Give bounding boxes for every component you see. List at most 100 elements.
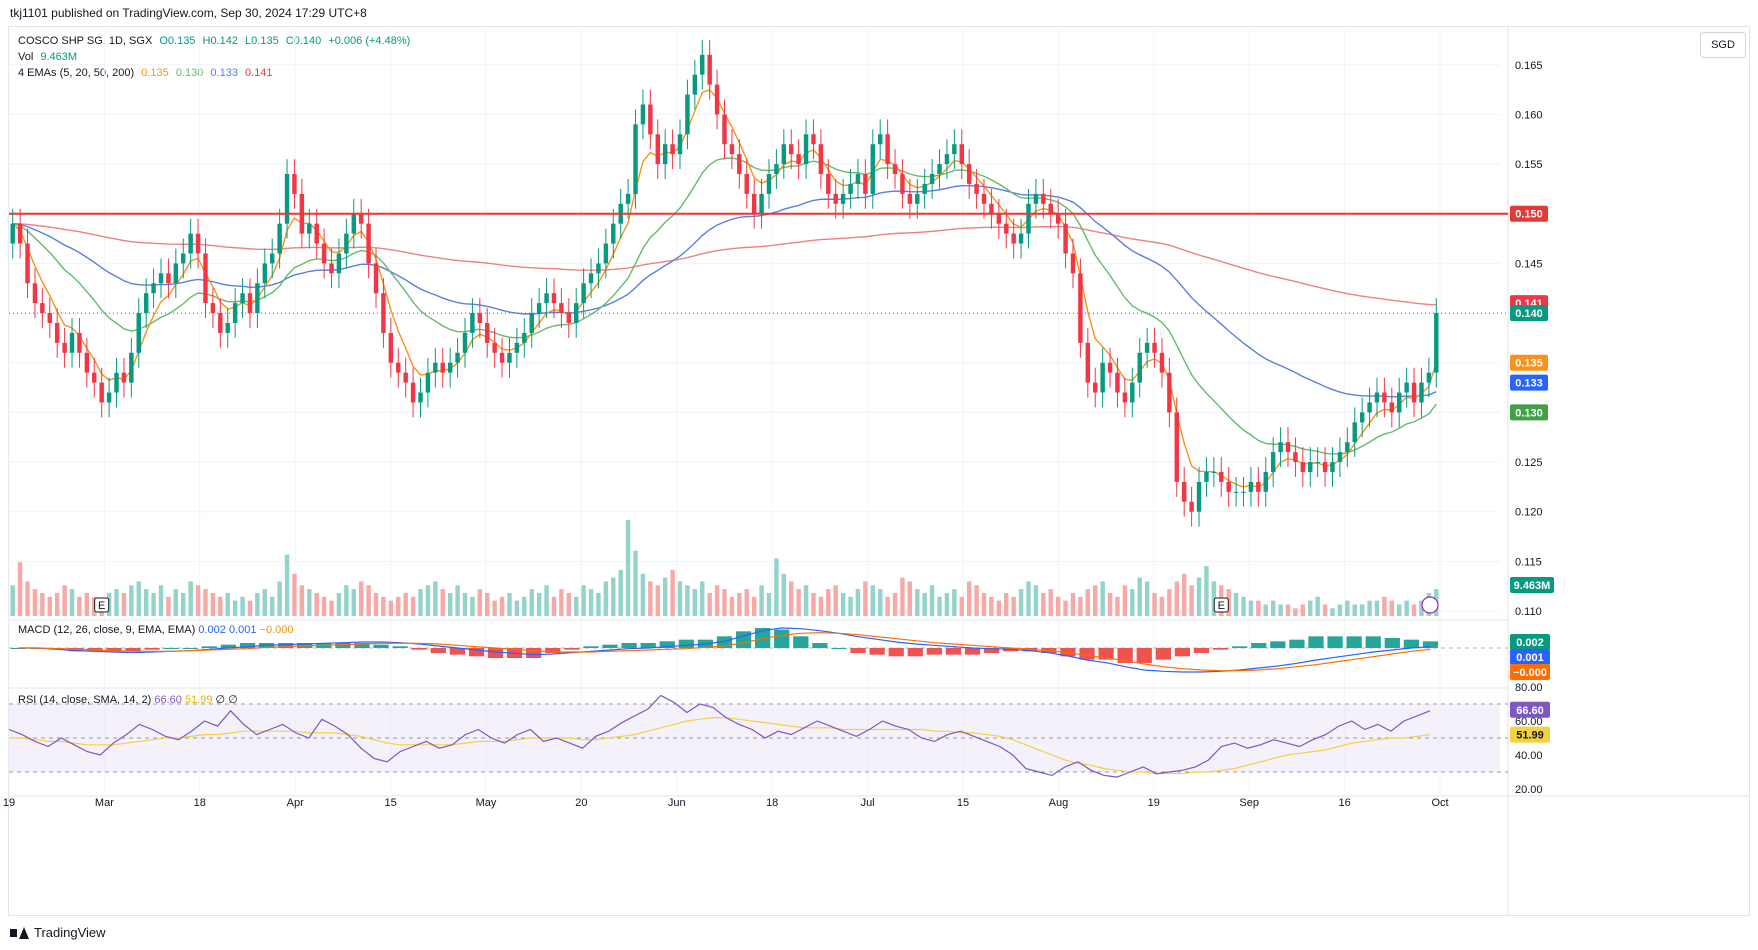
volume-bar xyxy=(937,596,942,616)
candle-body xyxy=(1285,442,1291,453)
candle-body xyxy=(952,144,957,155)
volume-bar xyxy=(32,589,38,616)
volume-bar xyxy=(447,592,453,616)
volume-bar xyxy=(1055,596,1061,616)
macd-histogram-bar xyxy=(888,648,904,657)
candle-body xyxy=(818,144,824,175)
volume-bar xyxy=(1263,604,1268,616)
candle-body xyxy=(1115,372,1120,393)
candle-body xyxy=(1100,362,1105,393)
volume-bar xyxy=(1315,596,1320,616)
time-tick-label: 15 xyxy=(384,797,396,809)
volume-bar xyxy=(1048,589,1053,616)
volume-bar xyxy=(729,596,735,616)
candle-body xyxy=(625,193,631,204)
volume-bar xyxy=(425,585,431,616)
candle-body xyxy=(1219,471,1224,482)
rsi-label[interactable]: RSI (14, close, SMA, 14, 2) xyxy=(18,694,152,706)
candle-body xyxy=(143,293,149,314)
candle-body xyxy=(870,144,876,194)
rsi-axis-label: 80.00 xyxy=(1515,682,1543,694)
volume-bar xyxy=(292,573,297,616)
candle-body xyxy=(774,164,779,175)
candle-body xyxy=(1241,491,1246,493)
candle-body xyxy=(499,352,505,363)
rsi-axis-label-bg xyxy=(1510,726,1550,743)
volume-bar xyxy=(203,589,208,616)
candle-body xyxy=(1085,342,1091,383)
volume-bar xyxy=(1396,604,1402,616)
volume-label[interactable]: Vol xyxy=(18,51,34,63)
macd-histogram-bar xyxy=(621,643,637,648)
candle-body xyxy=(929,174,935,184)
volume-bar xyxy=(84,592,90,616)
candle-body xyxy=(410,382,416,403)
candle-body xyxy=(181,253,186,264)
volume-bar xyxy=(863,581,868,616)
candle-body xyxy=(692,74,698,95)
currency-button[interactable]: SGD xyxy=(1700,32,1746,58)
candle-body xyxy=(69,332,75,353)
candle-body xyxy=(77,332,82,353)
volume-bar xyxy=(1374,600,1380,616)
macd-histogram-bar xyxy=(106,648,122,652)
macd-histogram-bar xyxy=(144,648,160,650)
volume-bar xyxy=(1419,600,1424,616)
volume-bar xyxy=(247,600,253,616)
macd-histogram-bar xyxy=(640,643,656,648)
rsi-legend: RSI (14, close, SMA, 14, 2) 66.60 51.99 … xyxy=(18,693,238,706)
volume-bar xyxy=(54,592,60,616)
macd-histogram-bar xyxy=(545,648,561,653)
volume-bar xyxy=(692,589,698,616)
macd-histogram-bar xyxy=(125,648,141,652)
candle-body xyxy=(588,273,594,284)
volume-bar xyxy=(722,589,727,616)
candle-body xyxy=(1322,462,1328,472)
volume-bar xyxy=(69,589,75,616)
volume-bar xyxy=(210,592,216,616)
macd-histogram-bar xyxy=(1232,646,1248,648)
symbol-name[interactable]: COSCO SHP SG, 1D, SGX xyxy=(18,35,153,47)
volume-bar xyxy=(907,581,913,616)
macd-histogram-bar xyxy=(678,639,694,648)
volume-bar xyxy=(470,596,475,616)
volume-bar xyxy=(17,562,23,616)
candle-body xyxy=(54,323,60,343)
macd-histogram-bar xyxy=(926,648,943,655)
macd-histogram-bar xyxy=(430,648,446,653)
candle-body xyxy=(1315,462,1320,464)
candle-body xyxy=(10,223,15,244)
candle-body xyxy=(722,114,727,145)
candle-body xyxy=(477,313,483,323)
volume-bar xyxy=(1144,581,1150,616)
volume-bar xyxy=(1389,600,1395,616)
volume-bar xyxy=(136,581,141,616)
volume-bar xyxy=(759,585,764,616)
candle-body xyxy=(811,134,816,145)
candle-body xyxy=(129,352,134,383)
ema-label[interactable]: 4 EMAs (5, 20, 50, 200) xyxy=(18,67,135,79)
volume-bar xyxy=(744,589,749,616)
time-tick-label: 15 xyxy=(957,797,969,809)
volume-bar xyxy=(173,589,179,616)
volume-bar xyxy=(514,600,520,616)
price-tick-label: 0.110 xyxy=(1515,606,1542,618)
axis-price-label: 0.130 xyxy=(1515,407,1543,419)
candle-body xyxy=(855,174,861,184)
volume-bar xyxy=(611,577,616,616)
footer-brand[interactable]: TradingView xyxy=(34,925,106,940)
volume-bar xyxy=(633,550,638,616)
candle-body xyxy=(166,273,171,284)
candle-body xyxy=(529,313,534,333)
ema200-line xyxy=(12,222,1437,306)
volume-bar xyxy=(655,585,660,616)
candle-body xyxy=(225,323,230,333)
macd-label[interactable]: MACD (12, 26, close, 9, EMA, EMA) xyxy=(18,624,196,636)
macd-signal-value: 0.001 xyxy=(228,624,257,636)
volume-bar xyxy=(952,589,957,616)
volume-bar xyxy=(915,589,920,616)
candle-body xyxy=(781,144,787,165)
macd-histogram-bar xyxy=(1212,648,1229,650)
candle-body xyxy=(1055,213,1061,224)
